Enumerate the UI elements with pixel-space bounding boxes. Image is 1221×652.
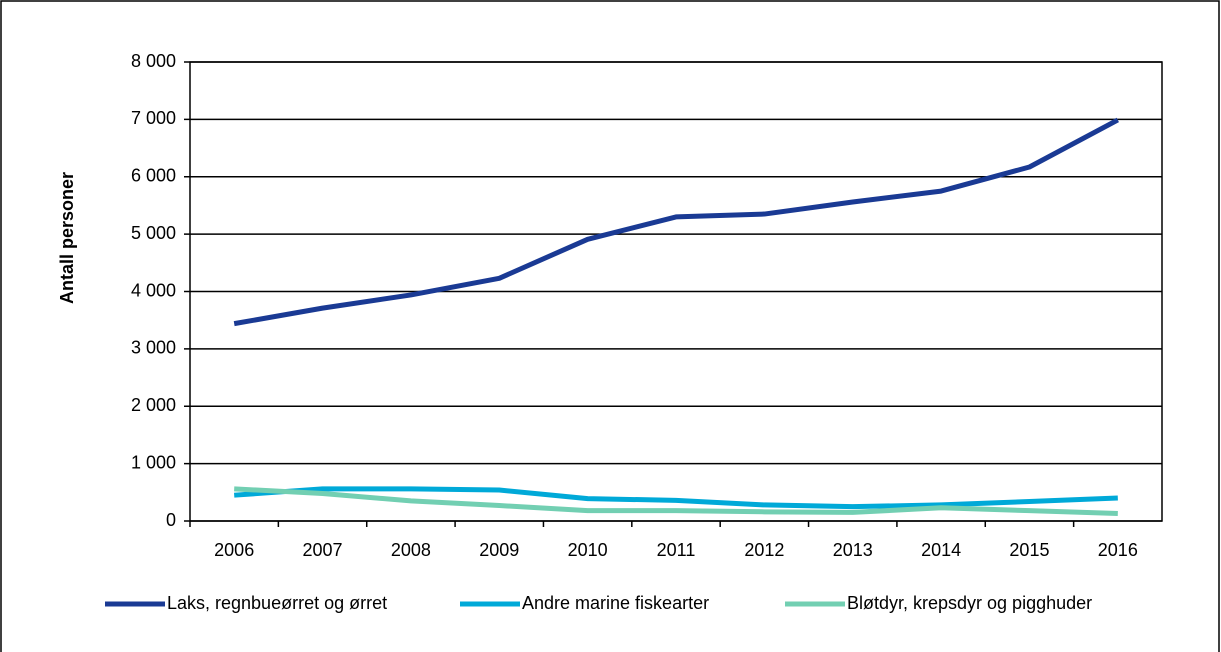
y-tick-label: 3 000 xyxy=(131,338,176,358)
y-tick-label: 2 000 xyxy=(131,395,176,415)
x-tick-label: 2010 xyxy=(568,540,608,560)
x-tick-label: 2006 xyxy=(214,540,254,560)
plot-border xyxy=(189,61,1163,522)
x-tick-label: 2014 xyxy=(921,540,961,560)
x-tick-label: 2009 xyxy=(479,540,519,560)
legend-label: Bløtdyr, krepsdyr og pigghuder xyxy=(847,593,1092,613)
y-tick-label: 0 xyxy=(166,510,176,530)
y-tick-label: 7 000 xyxy=(131,108,176,128)
x-tick-label: 2008 xyxy=(391,540,431,560)
y-tick-label: 1 000 xyxy=(131,452,176,472)
x-tick-label: 2011 xyxy=(657,540,696,560)
y-tick-label: 4 000 xyxy=(131,280,176,300)
series-line xyxy=(233,117,1119,327)
y-axis-label: Antall personer xyxy=(57,172,77,304)
x-tick-label: 2016 xyxy=(1098,540,1138,560)
legend-label: Andre marine fiskearter xyxy=(522,593,709,613)
x-tick-label: 2013 xyxy=(833,540,873,560)
x-tick-label: 2007 xyxy=(303,540,343,560)
y-tick-label: 8 000 xyxy=(131,51,176,71)
x-tick-label: 2012 xyxy=(744,540,784,560)
y-tick-label: 5 000 xyxy=(131,223,176,243)
y-tick-label: 6 000 xyxy=(131,166,176,186)
legend-label: Laks, regnbueørret og ørret xyxy=(167,593,387,613)
series-line xyxy=(234,486,1118,517)
x-tick-label: 2015 xyxy=(1009,540,1049,560)
series-line xyxy=(234,486,1118,510)
